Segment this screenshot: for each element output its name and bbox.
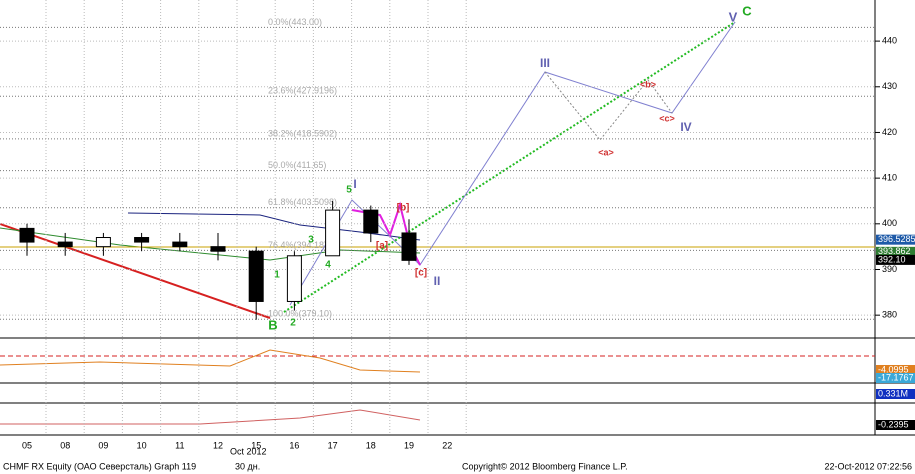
x-tick-label: 08 [60, 440, 70, 450]
wave-label: <c> [659, 113, 675, 123]
moving-average [0, 227, 421, 261]
wave-label: [a] [376, 241, 388, 252]
wave-label: IV [680, 120, 691, 134]
candle-body [401, 232, 417, 261]
wave-label: 1 [274, 270, 280, 281]
wave-label: 5 [346, 185, 352, 196]
candle-body [325, 209, 341, 257]
fib-label: 76.4%(394.18) [268, 240, 327, 250]
indicator-tag [876, 365, 915, 375]
x-tick-label: 11 [175, 440, 184, 450]
wave-label: I [353, 177, 356, 191]
indicator-label: -0.2395 [878, 419, 909, 429]
x-tick-label: 18 [366, 440, 376, 450]
x-tick-label: 19 [404, 440, 414, 450]
x-tick-label: 09 [98, 440, 108, 450]
candle-body [210, 246, 226, 252]
price-tag [876, 254, 915, 265]
indicator-tag [876, 373, 915, 383]
y-tick-label: 380 [882, 310, 897, 320]
fib-label: 50.0%(411.65) [268, 160, 326, 170]
price-tag [876, 246, 915, 257]
wave-label: V [729, 9, 738, 24]
fib-label: 100.0%(379.10) [268, 309, 332, 319]
candle-body [57, 241, 73, 248]
x-tick-label: 05 [22, 440, 32, 450]
indicator-label: -17.1767 [878, 372, 914, 382]
wave-label: 2 [290, 318, 296, 329]
candle-body [172, 241, 188, 248]
wave-label: [c] [415, 268, 427, 279]
wave-label: B [268, 317, 277, 332]
y-tick-label: 390 [882, 264, 897, 274]
candle-body [363, 209, 379, 234]
x-tick-label: 17 [328, 440, 338, 450]
indicator-tag [876, 389, 915, 399]
candle-body [19, 227, 35, 243]
fib-label: 0.0%(443.00) [268, 17, 322, 27]
x-tick-label: 22 [442, 440, 452, 450]
y-tick-label: 440 [882, 35, 897, 45]
wave-label: <b> [640, 79, 656, 89]
wave-label: <a> [598, 147, 614, 157]
x-tick-label: 15 [251, 440, 261, 450]
y-tick-label: 410 [882, 173, 897, 183]
y-tick-label: 430 [882, 81, 897, 91]
wave-label: III [540, 56, 550, 70]
projection-line [283, 21, 736, 313]
indicator-tag [876, 420, 915, 430]
x-axis-title: Oct 2012 [230, 446, 267, 456]
indicator-line [0, 409, 421, 425]
wave-line [289, 21, 736, 306]
candle-body [95, 237, 111, 248]
price-tag [876, 234, 915, 245]
trend-line [0, 223, 271, 319]
wave-label: 4 [325, 260, 331, 271]
fib-label: 38.2%(418.5902) [268, 128, 337, 138]
wave-label: C [742, 3, 752, 18]
x-tick-label: 16 [289, 440, 299, 450]
fib-label: 23.6%(427.9196) [268, 86, 337, 96]
footer: 22-Oct-2012 07:22:56 [824, 461, 912, 471]
price-label: 396.5285 [878, 234, 915, 244]
fib-label: 61.8%(403.5098) [268, 197, 337, 207]
candle-body [248, 250, 264, 302]
indicator-label: 0.331M [878, 388, 908, 398]
wave-label: II [434, 274, 441, 288]
footer: Copyright© 2012 Bloomberg Finance L.P. [462, 461, 628, 471]
moving-average [127, 212, 421, 241]
candle-body [286, 255, 302, 302]
y-tick-label: 400 [882, 218, 897, 228]
x-tick-label: 10 [137, 440, 147, 450]
y-tick-label: 420 [882, 127, 897, 137]
footer: 30 дн. [235, 461, 260, 471]
x-tick-label: 12 [213, 440, 223, 450]
indicator-line [0, 349, 421, 373]
price-label: 392.10 [878, 254, 906, 264]
indicator-label: -4.0995 [878, 364, 909, 374]
wave-label: [b] [397, 203, 410, 214]
wave-label: 3 [308, 235, 314, 246]
footer: CHMF RX Equity (ОАО Северсталь) Graph 11… [3, 461, 196, 471]
candle-body [134, 237, 150, 243]
price-label: 393.862 [878, 246, 911, 256]
